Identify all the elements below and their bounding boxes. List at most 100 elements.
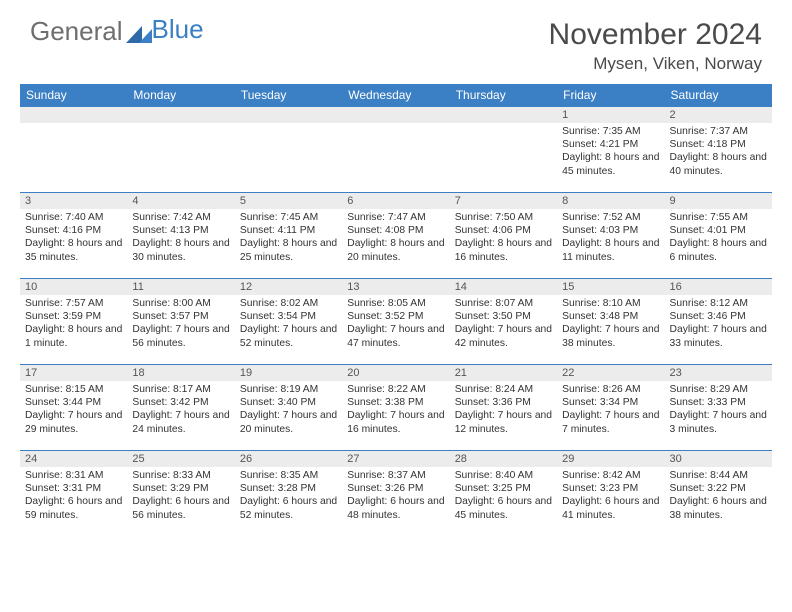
daylight-line: Daylight: 7 hours and 56 minutes. — [132, 324, 229, 348]
sunset-line: Sunset: 3:50 PM — [455, 311, 531, 322]
day-number: 27 — [342, 450, 449, 467]
calendar-day-cell: 24Sunrise: 8:31 AMSunset: 3:31 PMDayligh… — [20, 450, 127, 536]
sunrise-line: Sunrise: 7:45 AM — [240, 212, 318, 223]
calendar-day-cell: 5Sunrise: 7:45 AMSunset: 4:11 PMDaylight… — [235, 192, 342, 278]
calendar-day-cell: 14Sunrise: 8:07 AMSunset: 3:50 PMDayligh… — [450, 278, 557, 364]
calendar-day-cell: 20Sunrise: 8:22 AMSunset: 3:38 PMDayligh… — [342, 364, 449, 450]
calendar-day-cell: 21Sunrise: 8:24 AMSunset: 3:36 PMDayligh… — [450, 364, 557, 450]
calendar-day-cell: 4Sunrise: 7:42 AMSunset: 4:13 PMDaylight… — [127, 192, 234, 278]
calendar-week-row: 24 Sunrise: 8:31 AM Sunset: 3:31 PM Dayligh… — [20, 450, 772, 536]
day-details: Sunrise: 7:57 AMSunset: 3:59 PMDaylight:… — [20, 295, 127, 354]
daylight-line: Daylight: 7 hours and 24 minutes. — [132, 410, 229, 434]
sunset-line: Sunset: 3:38 PM — [347, 397, 423, 408]
day-number-empty — [342, 106, 449, 123]
sunrise-line: Sunrise: 8:44 AM — [670, 470, 748, 481]
calendar-day-cell: 17Sunrise: 8:15 AMSunset: 3:44 PMDayligh… — [20, 364, 127, 450]
sunset-line: Sunset: 3:36 PM — [455, 397, 531, 408]
calendar-day-cell: 22Sunrise: 8:26 AMSunset: 3:34 PMDayligh… — [557, 364, 664, 450]
calendar-day-cell: 28Sunrise: 8:40 AMSunset: 3:25 PMDayligh… — [450, 450, 557, 536]
day-number: 23 — [665, 364, 772, 381]
daylight-line: Daylight: 6 hours and 38 minutes. — [670, 496, 767, 520]
calendar-day-cell: 6Sunrise: 7:47 AMSunset: 4:08 PMDaylight… — [342, 192, 449, 278]
day-number: 14 — [450, 278, 557, 295]
sunrise-line: Sunrise: 7:52 AM — [562, 212, 640, 223]
sunrise-line: Sunrise: 7:37 AM — [670, 126, 748, 137]
sunset-line: Sunset: 3:40 PM — [240, 397, 316, 408]
day-number: 21 — [450, 364, 557, 381]
day-number: 19 — [235, 364, 342, 381]
daylight-line: Daylight: 8 hours and 6 minutes. — [670, 238, 767, 262]
calendar-day-cell: 2Sunrise: 7:37 AMSunset: 4:18 PMDaylight… — [665, 106, 772, 192]
sunrise-line: Sunrise: 8:33 AM — [132, 470, 210, 481]
day-number: 28 — [450, 450, 557, 467]
daylight-line: Daylight: 6 hours and 41 minutes. — [562, 496, 659, 520]
day-details: Sunrise: 7:45 AMSunset: 4:11 PMDaylight:… — [235, 209, 342, 268]
brand-logo: General Blue — [30, 18, 204, 44]
day-details: Sunrise: 8:37 AM Sunset: 3:26 PM Daylight:… — [342, 467, 449, 526]
day-details: Sunrise: 7:50 AMSunset: 4:06 PMDaylight:… — [450, 209, 557, 268]
calendar-day-cell: 10Sunrise: 7:57 AMSunset: 3:59 PMDayligh… — [20, 278, 127, 364]
logo-mark-icon — [126, 21, 152, 41]
title-block: November 2024 Mysen, Viken, Norway — [549, 18, 762, 74]
sunrise-line: Sunrise: 7:47 AM — [347, 212, 425, 223]
sunrise-line: Sunrise: 8:17 AM — [132, 384, 210, 395]
day-number: 3 — [20, 192, 127, 209]
sunrise-line: Sunrise: 8:42 AM — [562, 470, 640, 481]
location-text: Mysen, Viken, Norway — [549, 54, 762, 74]
day-number: 5 — [235, 192, 342, 209]
sunset-line: Sunset: 3:26 PM — [347, 483, 423, 494]
daylight-line: Daylight: 6 hours and 48 minutes. — [347, 496, 444, 520]
sunrise-line: Sunrise: 8:35 AM — [240, 470, 318, 481]
day-details: Sunrise: 8:12 AMSunset: 3:46 PMDaylight:… — [665, 295, 772, 354]
day-number: 20 — [342, 364, 449, 381]
daylight-line: Daylight: 7 hours and 52 minutes. — [240, 324, 337, 348]
sunrise-line: Sunrise: 8:26 AM — [562, 384, 640, 395]
sunrise-line: Sunrise: 8:31 AM — [25, 470, 103, 481]
sunrise-line: Sunrise: 7:50 AM — [455, 212, 533, 223]
calendar-day-cell: 16Sunrise: 8:12 AMSunset: 3:46 PMDayligh… — [665, 278, 772, 364]
day-number: 18 — [127, 364, 234, 381]
calendar-day-cell — [20, 106, 127, 192]
day-number: 24 — [20, 450, 127, 467]
calendar-day-cell: 12Sunrise: 8:02 AMSunset: 3:54 PMDayligh… — [235, 278, 342, 364]
sunset-line: Sunset: 3:29 PM — [132, 483, 208, 494]
sunrise-line: Sunrise: 8:37 AM — [347, 470, 425, 481]
calendar-week-row: 3Sunrise: 7:40 AMSunset: 4:16 PMDaylight… — [20, 192, 772, 278]
day-details: Sunrise: 8:07 AMSunset: 3:50 PMDaylight:… — [450, 295, 557, 354]
sunset-line: Sunset: 3:59 PM — [25, 311, 101, 322]
calendar-day-cell: 1Sunrise: 7:35 AMSunset: 4:21 PMDaylight… — [557, 106, 664, 192]
daylight-line: Daylight: 7 hours and 47 minutes. — [347, 324, 444, 348]
calendar-day-cell: 9Sunrise: 7:55 AMSunset: 4:01 PMDaylight… — [665, 192, 772, 278]
day-number: 17 — [20, 364, 127, 381]
daylight-line: Daylight: 7 hours and 16 minutes. — [347, 410, 444, 434]
day-number: 1 — [557, 106, 664, 123]
sunset-line: Sunset: 4:11 PM — [240, 225, 315, 236]
daylight-line: Daylight: 6 hours and 52 minutes. — [240, 496, 337, 520]
day-details: Sunrise: 8:26 AMSunset: 3:34 PMDaylight:… — [557, 381, 664, 440]
day-number: 8 — [557, 192, 664, 209]
calendar-day-cell — [342, 106, 449, 192]
sunset-line: Sunset: 3:31 PM — [25, 483, 101, 494]
day-details: Sunrise: 8:00 AMSunset: 3:57 PMDaylight:… — [127, 295, 234, 354]
sunset-line: Sunset: 3:48 PM — [562, 311, 638, 322]
daylight-line: Daylight: 6 hours and 56 minutes. — [132, 496, 229, 520]
sunset-line: Sunset: 3:23 PM — [562, 483, 638, 494]
sunrise-line: Sunrise: 8:02 AM — [240, 298, 318, 309]
sunset-line: Sunset: 4:01 PM — [670, 225, 746, 236]
calendar-day-cell — [450, 106, 557, 192]
daylight-line: Daylight: 6 hours and 45 minutes. — [455, 496, 552, 520]
calendar-day-cell: 3Sunrise: 7:40 AMSunset: 4:16 PMDaylight… — [20, 192, 127, 278]
day-details: Sunrise: 8:02 AMSunset: 3:54 PMDaylight:… — [235, 295, 342, 354]
sunset-line: Sunset: 3:57 PM — [132, 311, 208, 322]
calendar-day-cell: 19 Sunrise: 8:19 AM Sunset: 3:40 PM Dayligh… — [235, 364, 342, 450]
day-details: Sunrise: 7:40 AMSunset: 4:16 PMDaylight:… — [20, 209, 127, 268]
sunrise-line: Sunrise: 8:19 AM — [240, 384, 318, 395]
weekday-header-row: SundayMondayTuesdayWednesdayThursdayFrid… — [20, 84, 772, 106]
daylight-line: Daylight: 7 hours and 20 minutes. — [240, 410, 337, 434]
day-details: Sunrise: 8:10 AMSunset: 3:48 PMDaylight:… — [557, 295, 664, 354]
sunrise-line: Sunrise: 8:10 AM — [562, 298, 640, 309]
calendar-day-cell: 23Sunrise: 8:29 AMSunset: 3:33 PMDayligh… — [665, 364, 772, 450]
day-number: 16 — [665, 278, 772, 295]
day-details: Sunrise: 8:19 AM Sunset: 3:40 PM Daylight:… — [235, 381, 342, 440]
sunset-line: Sunset: 4:16 PM — [25, 225, 101, 236]
